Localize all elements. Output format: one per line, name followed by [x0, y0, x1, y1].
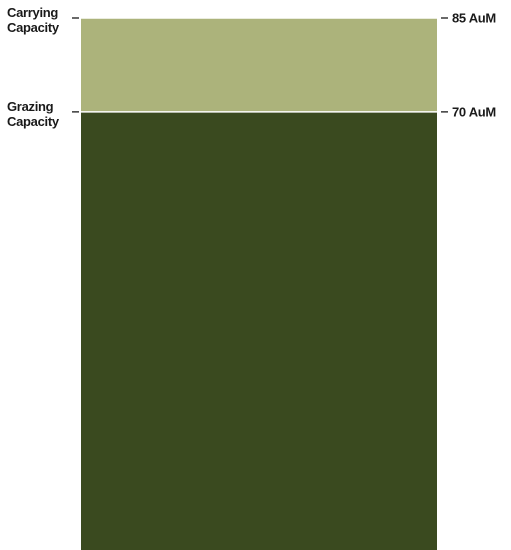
- bar-segment-1: [81, 18, 437, 112]
- grazing-label-line-0: Grazing: [7, 99, 54, 114]
- carrying-label-line-1: Capacity: [7, 20, 60, 35]
- carrying-value-label: 85 AuM: [452, 11, 496, 26]
- carrying-label-line-0: Carrying: [7, 5, 58, 20]
- bar-segment-0: [81, 111, 437, 550]
- grazing-label-line-1: Capacity: [7, 114, 60, 129]
- grazing-value-label: 70 AuM: [452, 104, 496, 119]
- bar-segments: [81, 18, 437, 550]
